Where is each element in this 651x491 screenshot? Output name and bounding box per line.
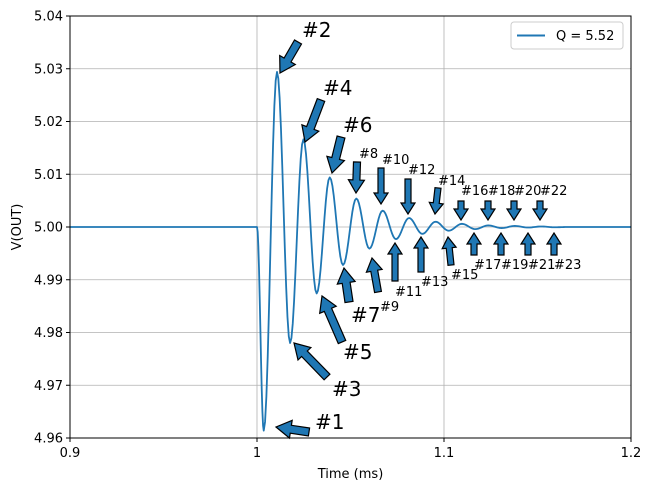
annotation-label-11: #11 (395, 285, 422, 300)
annotation-label-17: #17 (474, 258, 501, 273)
annotation-label-14: #14 (438, 174, 465, 189)
annotation-arrow-2 (279, 39, 303, 75)
annotation-label-1: #1 (315, 410, 344, 434)
annotation-label-7: #7 (351, 303, 380, 327)
annotation-arrow-13 (412, 235, 430, 273)
legend-box (510, 21, 624, 50)
x-tick-label: 1.1 (434, 446, 455, 461)
y-tick-label: 5.04 (34, 10, 63, 25)
y-tick-label: 5.01 (34, 168, 63, 183)
annotation-label-5: #5 (343, 340, 372, 364)
annotation-label-20: #20 (514, 184, 541, 199)
annotation-arrow-18 (479, 200, 497, 222)
annotation-arrow-5 (318, 294, 347, 345)
curve-layer (70, 71, 631, 432)
annotation-label-23: #23 (554, 258, 581, 273)
annotation-arrow-20 (505, 200, 523, 222)
annotation-label-18: #18 (488, 184, 515, 199)
annotation-label-12: #12 (408, 163, 435, 178)
legend-entry: Q = 5.52 (556, 29, 614, 44)
annotation-arrow-14 (428, 187, 445, 216)
annotation-arrow-12 (399, 178, 417, 216)
annotation-arrows: #1#2#3#4#5#6#7#8#9#10#11#12#13#14#15#16#… (274, 18, 581, 440)
annotation-arrow-9 (365, 256, 384, 294)
x-tick-label: 1 (253, 446, 261, 461)
x-tick-label: 0.9 (60, 446, 81, 461)
y-tick-label: 4.99 (34, 273, 63, 288)
y-tick-label: 5.02 (34, 115, 63, 130)
series-line-q-5-52 (70, 71, 631, 432)
annotation-label-15: #15 (451, 268, 478, 283)
annotation-arrow-8 (347, 161, 366, 195)
annotation-arrow-22 (531, 200, 549, 222)
annotation-arrow-4 (301, 97, 326, 144)
annotation-label-8: #8 (359, 147, 378, 162)
annotation-arrow-3 (293, 342, 331, 381)
y-tick-label: 4.97 (34, 379, 63, 394)
legend: Q = 5.52 (510, 21, 624, 50)
annotation-label-2: #2 (302, 18, 331, 42)
annotation-arrow-23 (545, 231, 563, 256)
annotation-arrow-17 (465, 231, 483, 256)
y-tick-label: 5.03 (34, 62, 63, 77)
y-tick-label: 4.98 (34, 326, 63, 341)
annotation-arrow-1 (274, 419, 311, 440)
annotation-arrow-19 (492, 231, 510, 256)
annotation-arrow-6 (326, 135, 346, 175)
annotation-label-3: #3 (332, 377, 361, 401)
annotation-label-10: #10 (382, 153, 409, 168)
y-tick-label: 5.00 (34, 221, 63, 236)
annotation-label-21: #21 (528, 258, 555, 273)
annotation-label-19: #19 (501, 258, 528, 273)
annotation-label-16: #16 (461, 184, 488, 199)
y-axis-label: V(OUT) (10, 204, 25, 251)
annotation-label-6: #6 (343, 113, 372, 137)
x-axis-label: Time (ms) (317, 467, 384, 482)
annotation-arrow-16 (452, 200, 470, 222)
annotation-arrow-21 (519, 231, 537, 256)
annotation-arrow-7 (336, 266, 357, 304)
annotation-label-22: #22 (540, 184, 567, 199)
ticks: 0.9 1 1.1 1.2 4.96 4.97 4.98 4.99 5.00 5.01 5.02 5.… (34, 10, 641, 462)
annotation-arrow-11 (386, 241, 404, 282)
x-tick-label: 1.2 (621, 446, 642, 461)
annotation-label-13: #13 (421, 275, 448, 290)
y-tick-label: 4.96 (34, 432, 63, 447)
annotation-label-9: #9 (380, 300, 399, 315)
annotation-arrow-15 (441, 235, 458, 266)
annotation-label-4: #4 (323, 76, 352, 100)
annotation-arrow-10 (372, 167, 390, 206)
